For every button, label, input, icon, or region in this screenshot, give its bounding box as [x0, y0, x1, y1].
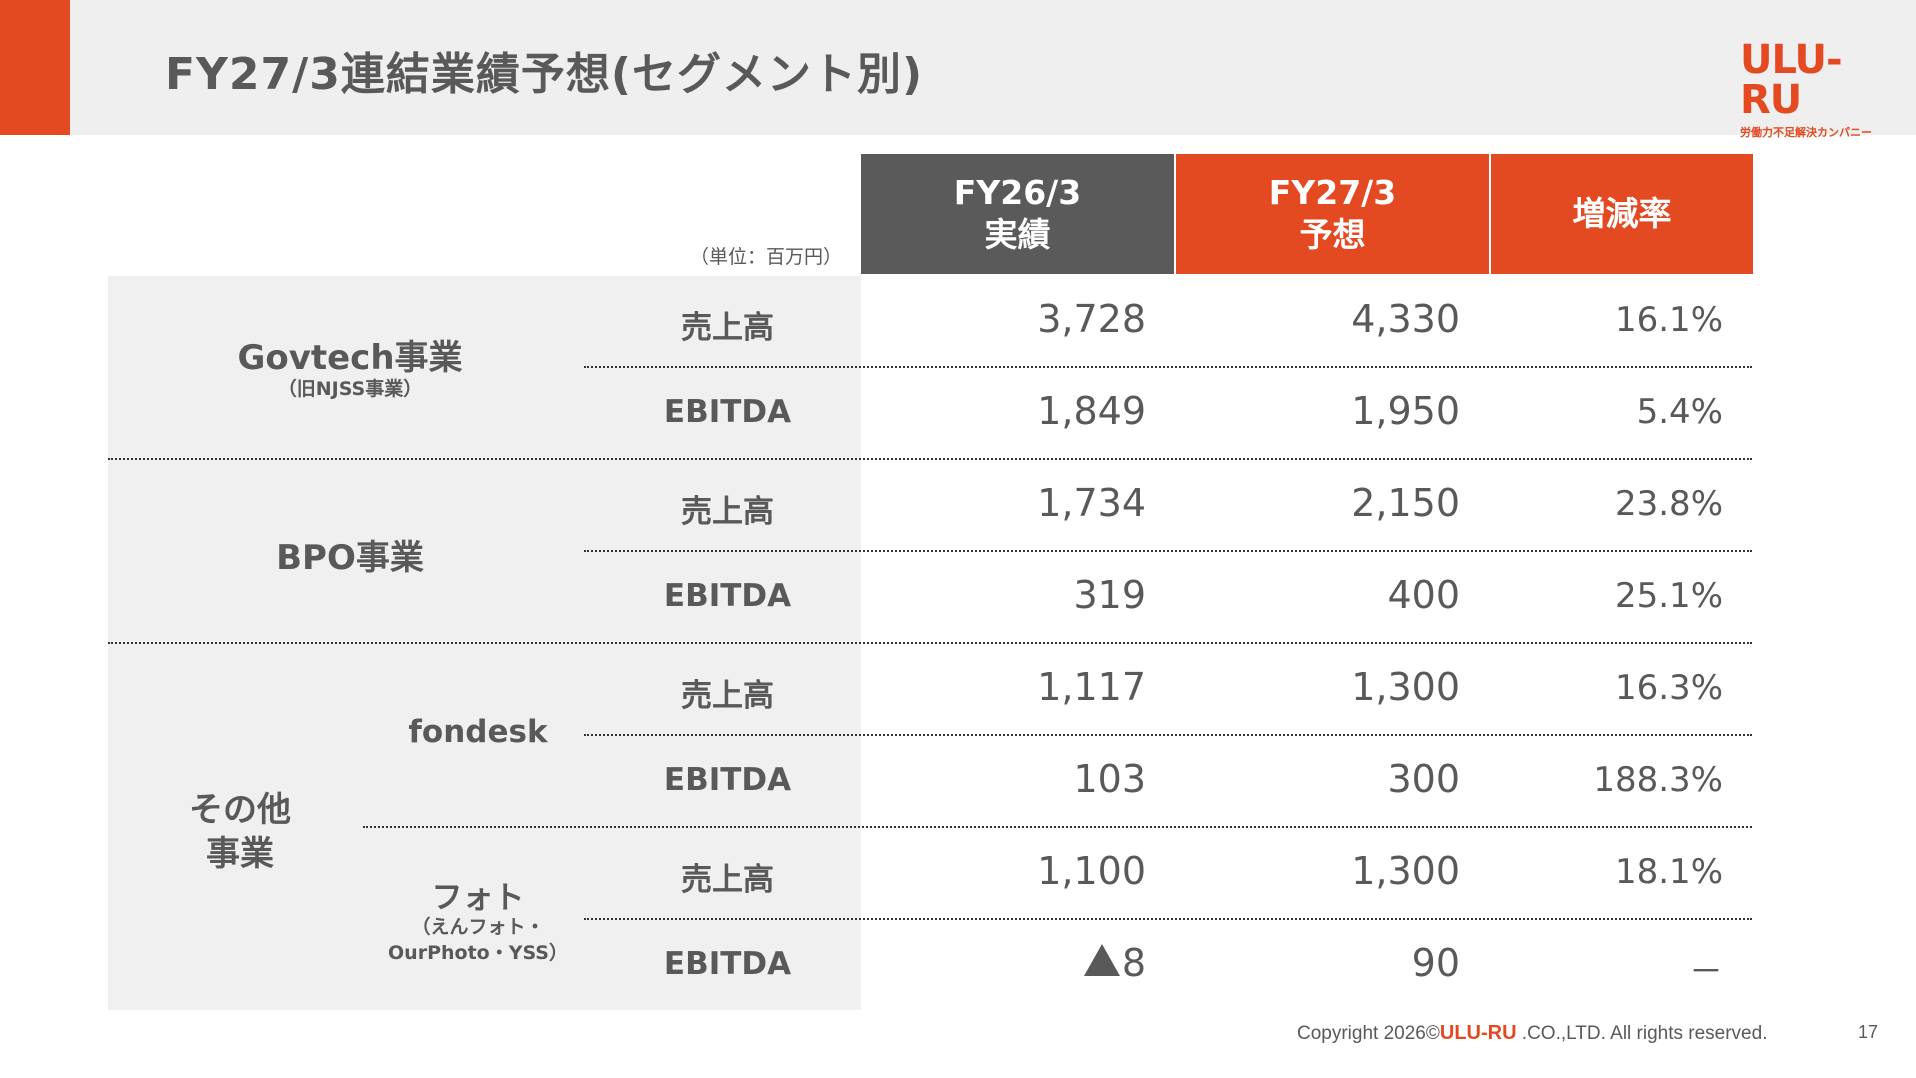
- column-header-forecast: FY27/3 予想: [1176, 154, 1489, 274]
- segment-other-name-line2: 事業: [206, 834, 274, 874]
- copyright-logo: ULU-RU: [1439, 1022, 1517, 1044]
- cell-rate: 25.1%: [1614, 576, 1723, 616]
- cell-forecast: 2,150: [1351, 481, 1460, 525]
- segment-other-name-line1: その他: [189, 790, 291, 830]
- logo-tagline: 労働力不足解決カンパニー: [1740, 126, 1872, 139]
- subsegment-fondesk-name: fondesk: [408, 714, 548, 750]
- cell-rate: 23.8%: [1614, 484, 1723, 524]
- cell-forecast: 1,300: [1351, 665, 1460, 709]
- company-logo: ULU-RU 労働力不足解決カンパニー: [1740, 40, 1890, 140]
- header-band: [0, 0, 1916, 135]
- row-label: 売上高: [681, 862, 774, 898]
- row-divider: [584, 550, 1752, 552]
- column-header-line1: FY26/3: [953, 173, 1082, 212]
- accent-block: [0, 0, 70, 135]
- row-divider: [584, 734, 1752, 736]
- column-header-line1: 増減率: [1572, 194, 1672, 233]
- row-label: EBITDA: [663, 762, 792, 798]
- segment-divider: [108, 642, 1752, 644]
- segment-divider: [108, 458, 1752, 460]
- cell-actual: 3,728: [1037, 297, 1146, 341]
- column-header-line2: 予想: [1299, 215, 1366, 254]
- row-label: EBITDA: [663, 578, 792, 614]
- cell-rate: 188.3%: [1593, 760, 1723, 800]
- row-label: 売上高: [681, 678, 774, 714]
- column-header-rate: 増減率: [1491, 154, 1753, 274]
- row-label: EBITDA: [663, 394, 792, 430]
- column-header-line2: 実績: [984, 215, 1051, 254]
- cell-forecast: 4,330: [1351, 297, 1460, 341]
- row-label: 売上高: [681, 494, 774, 530]
- row-divider: [584, 918, 1752, 920]
- logo-wordmark: ULU-RU: [1740, 37, 1843, 123]
- copyright: Copyright 2026©ULU-RU .CO.,LTD. All righ…: [1297, 1022, 1767, 1045]
- subsegment-photo-sub2: OurPhoto・YSS）: [388, 942, 568, 964]
- negative-triangle-icon: [1083, 944, 1120, 976]
- cell-forecast: 400: [1387, 573, 1460, 617]
- cell-forecast: 300: [1387, 757, 1460, 801]
- cell-actual-value: 8: [1121, 941, 1146, 985]
- cell-actual: 1,849: [1037, 389, 1146, 433]
- copyright-suffix: .CO.,LTD. All rights reserved.: [1516, 1023, 1768, 1044]
- cell-rate: 16.1%: [1614, 300, 1723, 340]
- unit-note: （単位：百万円）: [690, 246, 843, 268]
- cell-actual: 1,734: [1037, 481, 1146, 525]
- subsegment-photo-sub1: （えんフォト・: [411, 916, 545, 938]
- column-header-line1: FY27/3: [1268, 173, 1397, 212]
- cell-actual-negative: 8: [870, 941, 1146, 985]
- cell-actual: 319: [1073, 573, 1146, 617]
- cell-rate: －: [1689, 952, 1723, 992]
- segment-bpo-name: BPO事業: [276, 538, 424, 578]
- row-label: 売上高: [681, 310, 774, 346]
- cell-rate: 5.4%: [1636, 392, 1723, 432]
- copyright-prefix: Copyright 2026©: [1297, 1023, 1440, 1044]
- cell-rate: 16.3%: [1614, 668, 1723, 708]
- row-divider: [584, 366, 1752, 368]
- row-label: EBITDA: [663, 946, 792, 982]
- page-number: 17: [1858, 1022, 1879, 1042]
- cell-forecast: 90: [1411, 941, 1460, 985]
- cell-forecast: 1,950: [1351, 389, 1460, 433]
- cell-actual: 1,117: [1037, 665, 1146, 709]
- subsegment-divider: [363, 826, 1752, 828]
- segment-govtech-name: Govtech事業: [237, 338, 463, 378]
- cell-actual: 103: [1073, 757, 1146, 801]
- cell-actual: 1,100: [1037, 849, 1146, 893]
- cell-forecast: 1,300: [1351, 849, 1460, 893]
- page-title: FY27/3連結業績予想(セグメント別): [165, 49, 924, 100]
- column-header-actual: FY26/3 実績: [861, 154, 1174, 274]
- subsegment-photo-name: フォト: [431, 880, 525, 916]
- segment-govtech-sub: （旧NJSS事業）: [277, 378, 423, 400]
- cell-rate: 18.1%: [1614, 852, 1723, 892]
